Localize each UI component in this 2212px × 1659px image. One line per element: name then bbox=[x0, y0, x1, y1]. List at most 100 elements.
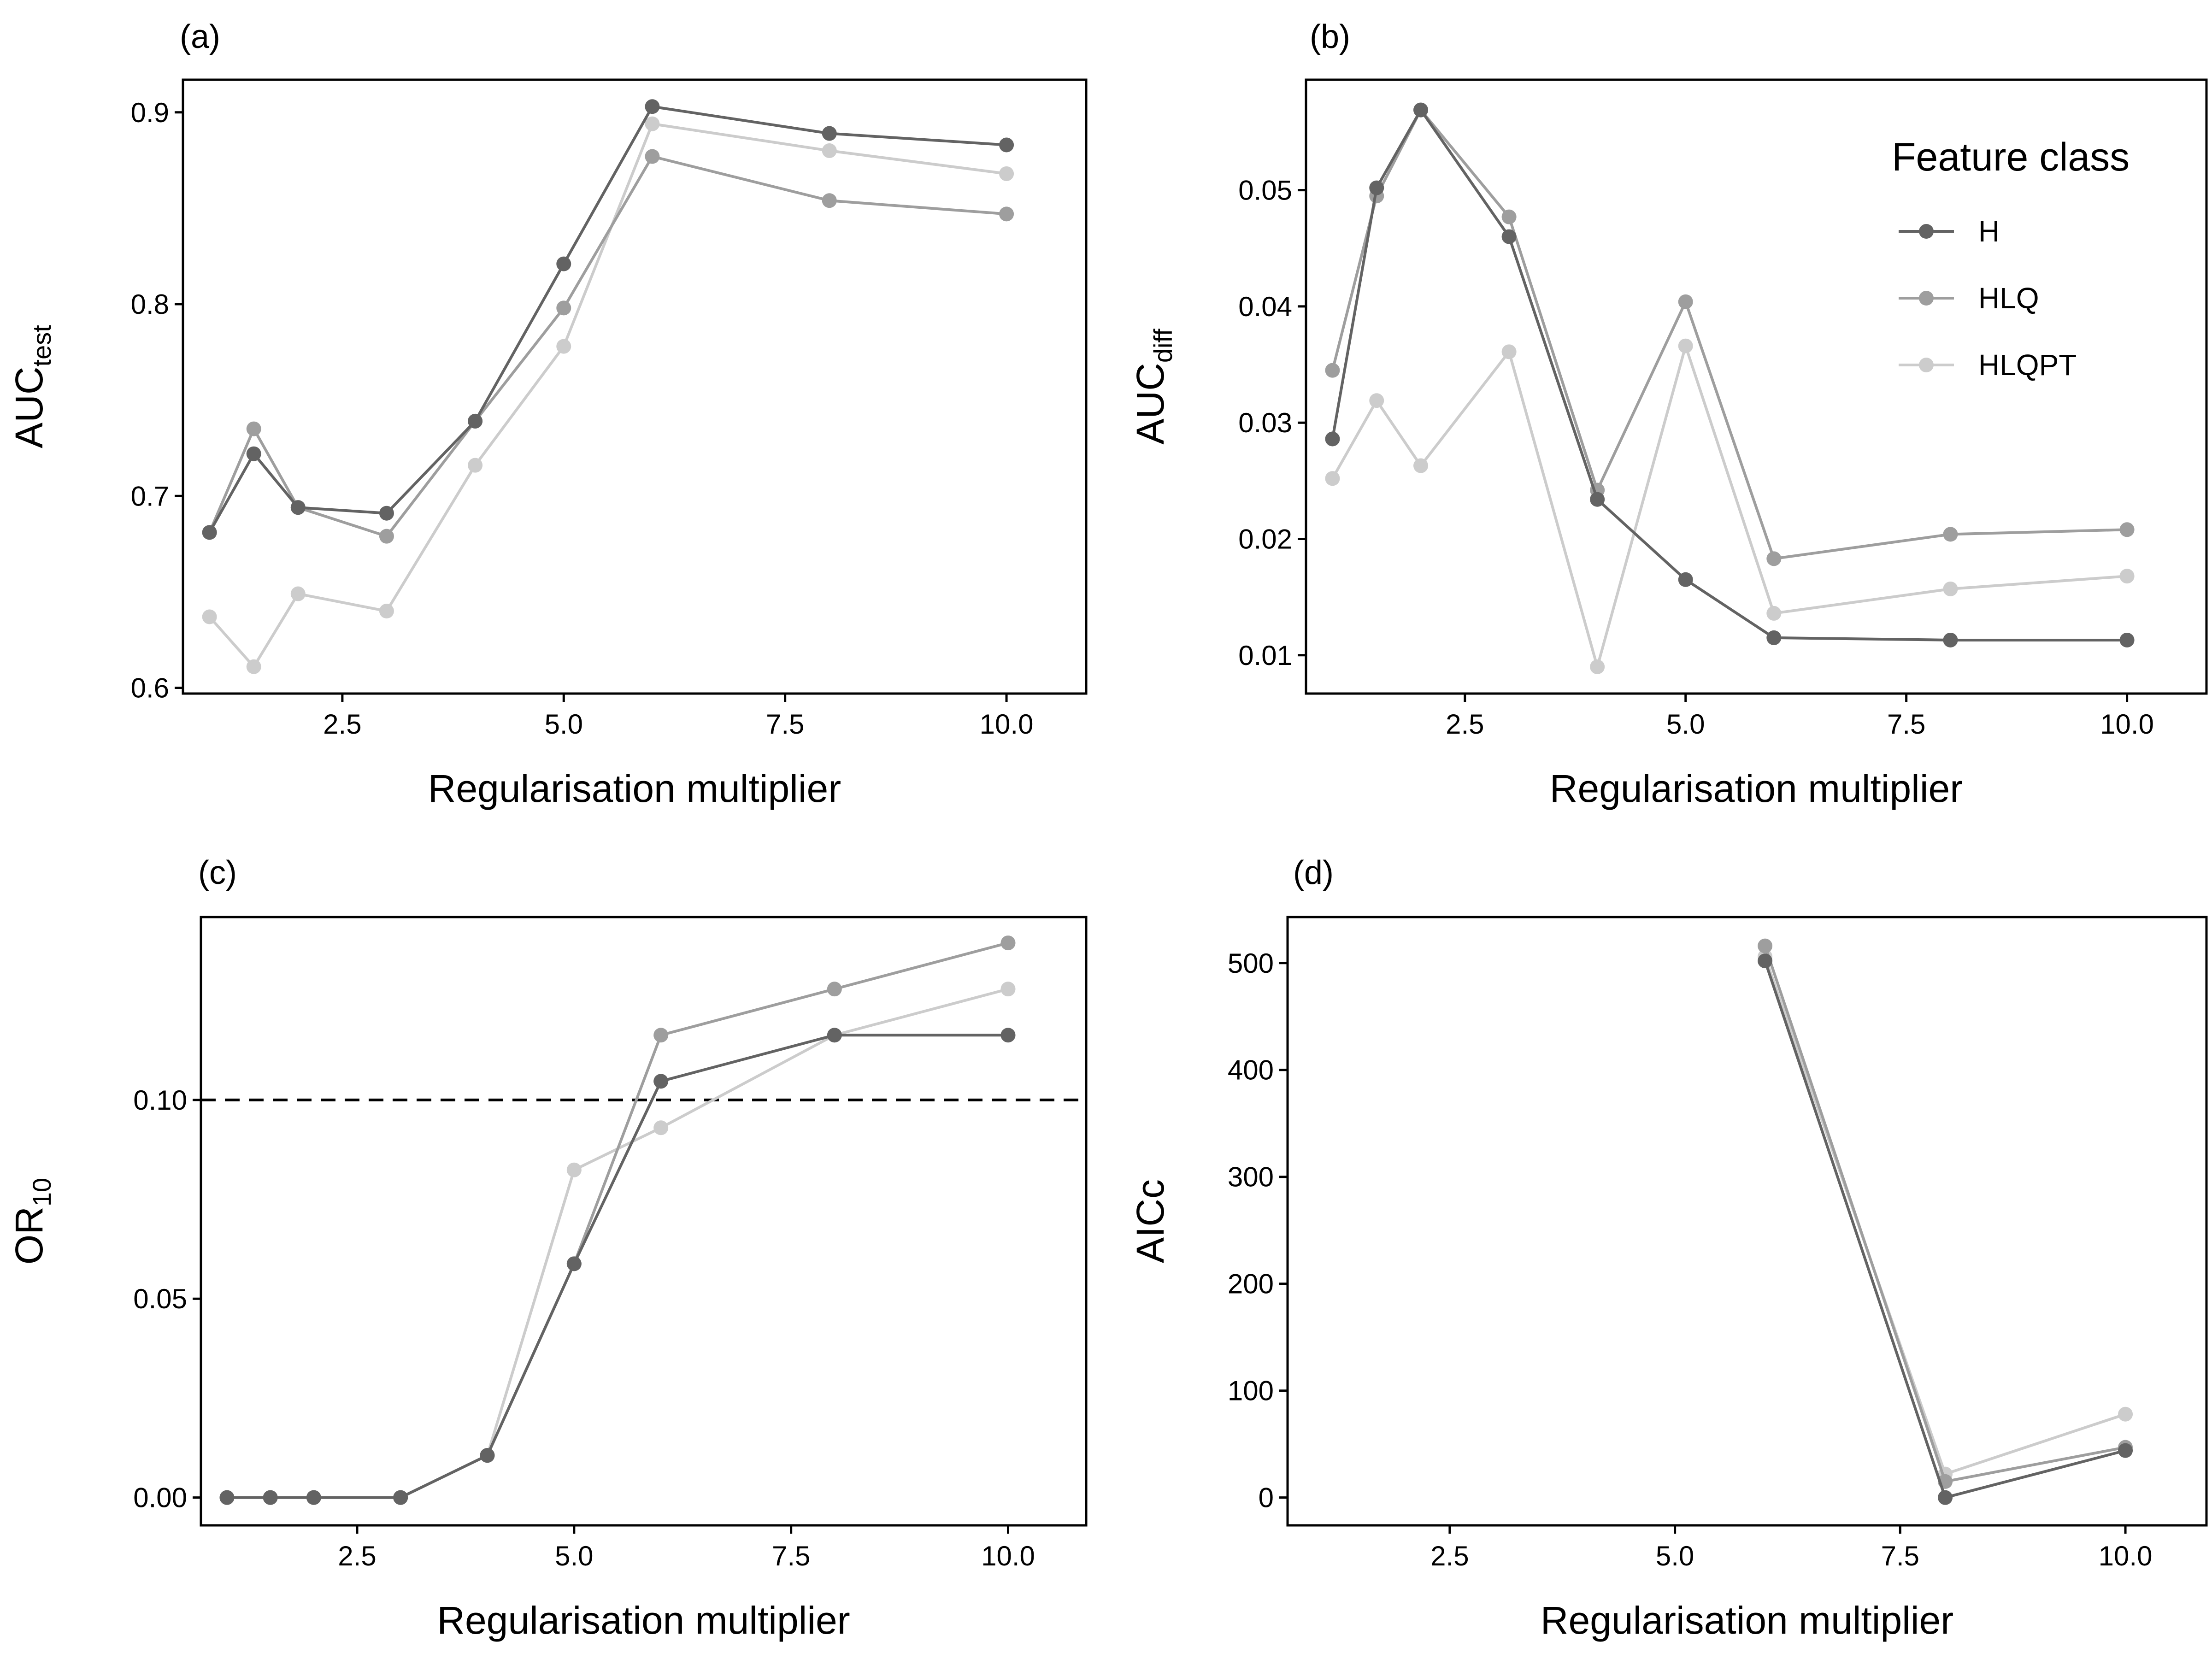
chart-panel-2: 2.5 5.0 7.5 10.0 0.00 0.05 0.10 (c) Regularisati… bbox=[7, 854, 1088, 1642]
data-point-hlqpt bbox=[999, 166, 1014, 181]
data-point-hlq bbox=[1000, 935, 1016, 951]
data-point-h bbox=[202, 525, 217, 540]
x-axis-title: Regularisation multiplier bbox=[1541, 1599, 1953, 1642]
panel-tag: (d) bbox=[1293, 854, 1334, 891]
data-point-hlqpt bbox=[246, 659, 261, 674]
y-axis-title: AUCdiff bbox=[1129, 329, 1177, 444]
data-point-h bbox=[1000, 1028, 1016, 1043]
series-line-hlqpt bbox=[1764, 956, 2126, 1476]
data-point-hlqpt bbox=[822, 143, 837, 159]
data-point-hlq bbox=[246, 421, 261, 436]
data-point-hlqpt bbox=[1000, 982, 1016, 997]
data-point-hlqpt bbox=[379, 604, 394, 619]
x-axis-title: Regularisation multiplier bbox=[437, 1599, 850, 1642]
chart-panel-3: 2.5 5.0 7.5 10.0 0 100 200 300 400 500 (d) Regulari… bbox=[1129, 854, 2208, 1642]
y-axis-title-subscript: test bbox=[27, 325, 56, 367]
data-point-hlq bbox=[1678, 294, 1693, 309]
data-point-hlq bbox=[2119, 522, 2135, 537]
x-tick-label: 2.5 bbox=[338, 1541, 376, 1571]
x-tick-label: 2.5 bbox=[1446, 709, 1484, 740]
data-point-hlq bbox=[827, 982, 842, 997]
y-tick-label: 200 bbox=[1228, 1269, 1274, 1300]
x-tick-label: 5.0 bbox=[1656, 1541, 1694, 1571]
data-point-h bbox=[1943, 632, 1958, 647]
x-tick-label: 10.0 bbox=[2100, 709, 2154, 740]
legend-swatch-point bbox=[1919, 358, 1934, 372]
y-axis-title-subscript: 10 bbox=[27, 1178, 56, 1206]
data-point-h bbox=[566, 1256, 582, 1271]
x-tick-label: 5.0 bbox=[555, 1541, 593, 1571]
data-point-hlq bbox=[1943, 527, 1958, 542]
data-point-hlqpt bbox=[653, 1120, 669, 1135]
y-tick-label: 0.01 bbox=[1238, 640, 1292, 671]
chart-panel-1: 2.5 5.0 7.5 10.0 0.01 0.02 0.03 0.04 0.05 (b) Regu… bbox=[1129, 18, 2208, 810]
data-point-hlqpt bbox=[1943, 581, 1958, 596]
data-point-h bbox=[1766, 630, 1782, 645]
legend-swatch-point bbox=[1919, 291, 1934, 306]
data-point-hlqpt bbox=[202, 609, 217, 624]
data-point-h bbox=[468, 413, 483, 429]
y-tick-label: 0.7 bbox=[131, 481, 169, 512]
x-tick-label: 7.5 bbox=[772, 1541, 810, 1571]
y-tick-label: 0.05 bbox=[133, 1283, 187, 1314]
data-point-h bbox=[480, 1448, 495, 1463]
data-point-h bbox=[246, 446, 261, 461]
y-tick-label: 0.9 bbox=[131, 97, 169, 128]
chart-panel-0: 2.5 5.0 7.5 10.0 0.6 0.7 0.8 0.9 (a) Regularisati… bbox=[7, 18, 1088, 810]
y-tick-label: 0.10 bbox=[133, 1085, 187, 1116]
data-point-h bbox=[1325, 431, 1340, 447]
legend-label-hlq: HLQ bbox=[1978, 282, 2039, 315]
x-tick-label: 7.5 bbox=[766, 709, 804, 740]
data-point-hlq bbox=[999, 206, 1014, 222]
panel-tag: (c) bbox=[198, 854, 237, 891]
data-point-h bbox=[1678, 572, 1693, 587]
panel-tag: (a) bbox=[180, 18, 220, 55]
y-tick-label: 0.6 bbox=[131, 673, 169, 704]
series-line-h bbox=[227, 1034, 1008, 1499]
data-point-hlq bbox=[379, 529, 394, 544]
data-point-h bbox=[290, 500, 306, 515]
series-line-hlq bbox=[227, 941, 1009, 1499]
data-point-hlqpt bbox=[1325, 471, 1340, 486]
series-line-h bbox=[1764, 960, 2126, 1499]
y-tick-label: 0.02 bbox=[1238, 524, 1292, 554]
x-tick-label: 2.5 bbox=[323, 709, 361, 740]
series-line-hlq bbox=[1764, 945, 2126, 1483]
data-point-h bbox=[827, 1028, 842, 1043]
y-axis-title-main: OR bbox=[7, 1206, 51, 1265]
data-point-h bbox=[822, 126, 837, 141]
data-point-hlqpt bbox=[290, 586, 306, 601]
legend: Feature class H HLQ HLQPT bbox=[1892, 135, 2130, 382]
data-point-hlq bbox=[1501, 209, 1517, 224]
y-tick-label: 0.00 bbox=[133, 1483, 187, 1513]
data-point-h bbox=[999, 137, 1014, 153]
data-point-h bbox=[653, 1074, 669, 1089]
data-point-hlqpt bbox=[1678, 338, 1693, 353]
data-point-h bbox=[1758, 953, 1773, 969]
y-tick-label: 500 bbox=[1228, 948, 1274, 979]
x-tick-label: 7.5 bbox=[1887, 709, 1925, 740]
y-axis-title: AICc bbox=[1129, 1179, 1172, 1263]
x-tick-label: 5.0 bbox=[1666, 709, 1705, 740]
y-tick-label: 0.05 bbox=[1238, 175, 1292, 206]
x-tick-label: 10.0 bbox=[981, 1541, 1035, 1571]
data-point-h bbox=[1413, 102, 1429, 118]
legend-swatch-point bbox=[1919, 224, 1934, 239]
series-line-hlq bbox=[208, 155, 1007, 538]
series-line-hlqpt bbox=[227, 988, 1009, 1499]
data-point-h bbox=[556, 256, 571, 271]
data-point-hlqpt bbox=[1369, 393, 1384, 408]
data-point-h bbox=[1369, 180, 1384, 195]
data-point-hlqpt bbox=[1766, 606, 1782, 621]
y-axis-title: OR10 bbox=[7, 1178, 56, 1265]
x-tick-label: 2.5 bbox=[1430, 1541, 1469, 1571]
data-point-h bbox=[2119, 632, 2135, 647]
x-axis-title: Regularisation multiplier bbox=[428, 767, 841, 810]
data-point-hlq bbox=[1758, 938, 1773, 953]
data-point-h bbox=[393, 1490, 408, 1505]
x-tick-label: 5.0 bbox=[545, 709, 583, 740]
data-point-hlqpt bbox=[645, 116, 660, 131]
data-point-hlq bbox=[653, 1028, 669, 1043]
legend-title: Feature class bbox=[1892, 135, 2130, 179]
